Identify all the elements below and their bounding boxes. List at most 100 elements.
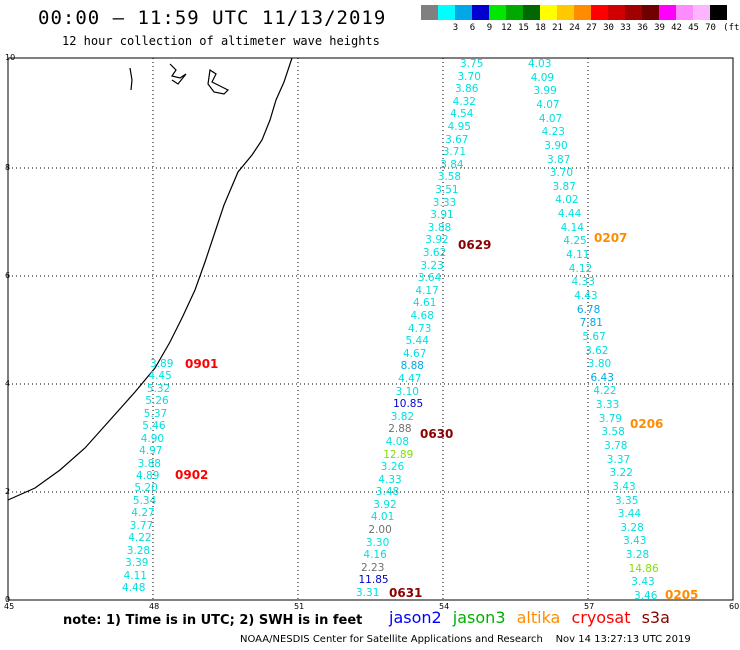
wave-height-value: 3.46 (634, 590, 658, 602)
pass-time-label: 0206 (630, 417, 664, 431)
wave-height-value: 3.37 (606, 453, 631, 466)
y-tick-label: 6 (5, 271, 11, 280)
wave-height-value: 2.23 (361, 561, 385, 574)
wave-height-value: 2.00 (368, 524, 392, 536)
wave-height-value: 5.20 (134, 482, 158, 495)
colorbar-swatch (625, 5, 642, 20)
wave-height-value: 3.10 (395, 385, 419, 398)
y-tick-label: 10 (5, 53, 16, 62)
wave-height-value: 3.43 (623, 535, 647, 548)
wave-height-value: 3.89 (150, 358, 174, 370)
satellite-legend: jason2 jason3 altika cryosat s3a (389, 608, 676, 627)
wave-height-value: 4.68 (410, 309, 434, 322)
wave-height-value: 4.11 (123, 569, 147, 582)
wave-height-value: 4.90 (140, 432, 165, 445)
pass-time-label: 0901 (185, 357, 219, 371)
wave-height-value: 4.95 (447, 121, 471, 133)
colorbar-swatch (642, 5, 659, 20)
wave-height-value: 3.33 (595, 399, 620, 411)
pass-time-label: 0207 (594, 231, 628, 245)
colorbar-label: 45 (688, 23, 699, 33)
wave-height-value: 3.80 (587, 358, 612, 371)
wave-height-value: 4.89 (136, 470, 160, 482)
wave-height-value: 4.12 (568, 262, 593, 275)
colorbar-label: 33 (620, 23, 631, 33)
x-tick-label: 51 (294, 602, 305, 611)
wave-height-value: 11.85 (358, 574, 389, 587)
legend-jason3: jason3 (452, 608, 506, 627)
colorbar-swatch (540, 5, 557, 20)
wave-height-value: 4.03 (528, 58, 552, 70)
wave-height-value: 3.67 (445, 133, 469, 146)
wave-height-value: 5.44 (405, 335, 429, 348)
wave-height-value: 3.23 (420, 259, 444, 272)
wave-height-value: 3.33 (432, 196, 457, 209)
wave-height-value: 3.64 (417, 272, 442, 285)
wave-height-value: 3.91 (430, 209, 454, 222)
wave-height-value: 3.30 (365, 536, 390, 549)
wave-height-value: 4.01 (370, 511, 395, 524)
colorbar-label: 15 (518, 23, 529, 33)
colorbar-label: 18 (535, 23, 546, 33)
wave-height-value: 8.88 (400, 360, 424, 373)
colorbar-label: 21 (552, 23, 563, 33)
colorbar-label: 6 (469, 23, 476, 33)
wave-height-value: 3.92 (373, 498, 397, 511)
wave-height-value: 4.97 (139, 445, 163, 458)
wave-height-value: 3.71 (442, 146, 467, 159)
colorbar-swatch (659, 5, 676, 20)
colorbar-swatch (506, 5, 523, 20)
wave-height-value: 3.88 (137, 457, 161, 470)
wave-height-value: 4.14 (560, 221, 584, 234)
wave-height-value: 6.78 (576, 303, 601, 316)
wave-height-value: 5.34 (132, 494, 157, 507)
colorbar-swatch (489, 5, 506, 20)
legend-cryosat: cryosat (571, 608, 631, 627)
wave-height-value: 3.28 (126, 544, 151, 557)
wave-height-value: 3.87 (552, 180, 576, 193)
wave-height-value: 2.88 (388, 423, 412, 436)
colorbar-swatch (676, 5, 693, 20)
colorbar-swatch (693, 5, 710, 20)
wave-height-value: 4.22 (128, 532, 152, 545)
colorbar-label: 42 (671, 23, 682, 33)
wave-height-value: 7.81 (579, 317, 603, 330)
colorbar-label: 36 (637, 23, 648, 33)
colorbar-label: 9 (486, 23, 493, 33)
wave-height-value: 3.43 (612, 480, 636, 493)
wave-height-value: 4.07 (538, 112, 563, 125)
colorbar-swatch (421, 5, 438, 20)
wave-height-value: 3.88 (427, 221, 452, 234)
wave-height-value: 3.87 (547, 153, 571, 166)
wave-height-value: 12.89 (383, 448, 414, 461)
footer-note: note: 1) Time is in UTC; 2) SWH is in fe… (63, 613, 363, 628)
wave-height-value: 10.85 (393, 398, 424, 411)
x-tick-label: 54 (439, 602, 450, 611)
colorbar-swatch (557, 5, 574, 20)
wave-height-value: 5.67 (582, 330, 606, 343)
colorbar-swatch (438, 5, 455, 20)
wave-height-value: 4.73 (408, 322, 432, 335)
colorbar-swatch (574, 5, 591, 20)
wave-height-value: 4.43 (574, 289, 598, 302)
wave-height-value: 5.26 (145, 395, 169, 408)
colorbar-label: 39 (654, 23, 665, 33)
y-tick-label: 0 (5, 595, 11, 604)
colorbar-swatch (608, 5, 625, 20)
colorbar-label: 12 (501, 23, 512, 33)
wave-height-value: 3.39 (125, 557, 149, 570)
wave-height-value: 4.45 (148, 370, 172, 383)
coastline-island (129, 67, 133, 91)
pass-time-label: 0205 (665, 588, 699, 602)
wave-height-value: 5.37 (143, 407, 168, 420)
colorbar-label: 3 (452, 23, 459, 33)
colorbar-label: 24 (569, 23, 580, 33)
coastline-island (169, 63, 187, 85)
colorbar-swatch (591, 5, 608, 20)
wave-height-value: 3.62 (422, 246, 447, 259)
pass-time-label: 0629 (458, 238, 492, 252)
wave-height-value: 5.46 (142, 420, 166, 433)
wave-height-value: 3.82 (390, 410, 415, 423)
colorbar-swatch (472, 5, 489, 20)
